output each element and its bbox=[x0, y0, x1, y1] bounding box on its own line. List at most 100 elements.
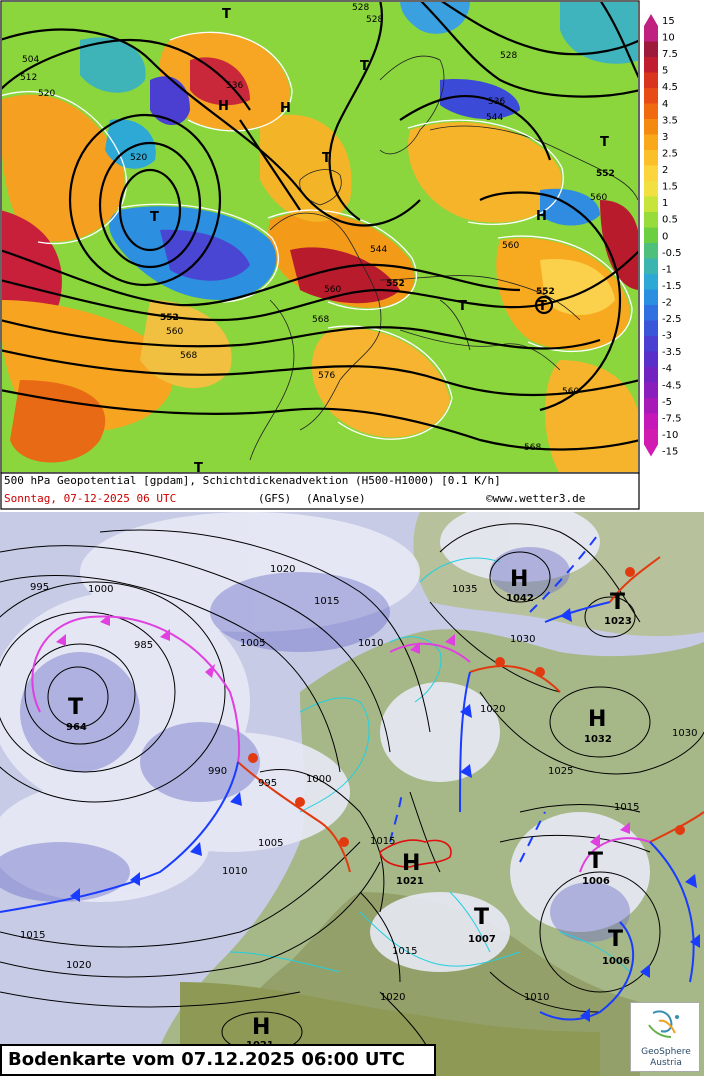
advection-field bbox=[2, 2, 638, 472]
isobar-label: 990 bbox=[208, 766, 227, 777]
svg-text:964: 964 bbox=[66, 722, 87, 733]
legend-swatch bbox=[644, 72, 658, 88]
isobar-label: 1015 bbox=[614, 802, 639, 813]
contour-label: 560 bbox=[324, 285, 341, 295]
low-mark: T bbox=[222, 7, 231, 22]
advection-outlines bbox=[2, 31, 633, 440]
isobars bbox=[0, 523, 704, 1053]
legend-swatch bbox=[644, 227, 658, 243]
svg-text:T: T bbox=[68, 695, 83, 720]
legend-tick-label: 0.5 bbox=[662, 215, 678, 226]
svg-text:T: T bbox=[610, 590, 625, 615]
legend-tick-label: -7.5 bbox=[662, 413, 682, 424]
high-center: H 1021 bbox=[396, 851, 424, 887]
svg-text:T: T bbox=[608, 927, 623, 952]
isobar-label: 1025 bbox=[548, 766, 573, 777]
pressure-marks: T T T T T T T H H H T bbox=[150, 7, 609, 476]
contour-label: 504 bbox=[22, 55, 39, 65]
svg-text:1042: 1042 bbox=[506, 593, 534, 604]
geosphere-logo-icon bbox=[648, 1010, 679, 1038]
legend-tick-label: -1 bbox=[662, 264, 672, 275]
svg-text:H: H bbox=[402, 851, 420, 876]
legend-swatch bbox=[644, 196, 658, 212]
isobar-label: 1030 bbox=[672, 728, 697, 739]
contour-label: 536 bbox=[226, 81, 243, 91]
legend-tick-label: 10 bbox=[662, 33, 675, 44]
legend-tick-label: 4.5 bbox=[662, 82, 678, 93]
low-center: T 1023 bbox=[604, 590, 632, 627]
legend-tick-label: -10 bbox=[662, 430, 678, 441]
svg-text:T: T bbox=[474, 905, 489, 930]
legend-swatch bbox=[644, 103, 658, 119]
cloud-shading bbox=[0, 547, 630, 942]
svg-text:H: H bbox=[588, 707, 606, 732]
legend-swatch bbox=[644, 165, 658, 181]
contour-label: 552 bbox=[386, 279, 405, 289]
legend-tick-label: -3.5 bbox=[662, 347, 682, 358]
legend-swatch bbox=[644, 382, 658, 398]
low-mark: T bbox=[194, 461, 203, 476]
geopotential-contours bbox=[2, 2, 638, 451]
isobar-label: 1005 bbox=[240, 638, 265, 649]
isobar-label: 1030 bbox=[510, 634, 535, 645]
isobar-label: 985 bbox=[134, 640, 153, 651]
legend-swatch bbox=[644, 134, 658, 150]
legend-swatch bbox=[644, 289, 658, 305]
low-center: T 1007 bbox=[468, 905, 496, 945]
contour-label: 568 bbox=[312, 315, 329, 325]
high-center: H 1042 bbox=[506, 567, 534, 604]
svg-text:1006: 1006 bbox=[582, 876, 610, 887]
contour-label: 552 bbox=[596, 169, 615, 179]
legend-swatch bbox=[644, 150, 658, 166]
isobar-label: 1020 bbox=[66, 960, 91, 971]
map-date: Sonntag, 07-12-2025 06 UTC bbox=[4, 492, 177, 505]
map-caption: 500 hPa Geopotential [gpdam], Schichtdic… bbox=[4, 474, 501, 487]
contour-label: 544 bbox=[370, 245, 387, 255]
legend-tick-label: -2 bbox=[662, 297, 672, 308]
isobar-label: 1005 bbox=[258, 838, 283, 849]
low-mark: T bbox=[150, 210, 159, 225]
legend-swatch bbox=[644, 181, 658, 197]
contour-label: 536 bbox=[488, 97, 505, 107]
legend-swatch bbox=[644, 413, 658, 429]
isobar-label: 1010 bbox=[358, 638, 383, 649]
upper-air-map-canvas: 504 512 520 528 528 520 536 528 536 544 … bbox=[0, 0, 704, 512]
isobar-label: 1015 bbox=[20, 930, 45, 941]
low-mark: T bbox=[458, 299, 467, 314]
legend-tick-label: 2.5 bbox=[662, 148, 678, 159]
isobar-label: 1015 bbox=[314, 596, 339, 607]
legend-swatch bbox=[644, 351, 658, 367]
isobar-label: 1010 bbox=[222, 866, 247, 877]
isobar-label: 1000 bbox=[306, 774, 331, 785]
upper-air-map: 504 512 520 528 528 520 536 528 536 544 … bbox=[0, 0, 704, 512]
legend-swatch bbox=[644, 320, 658, 336]
contour-label: 512 bbox=[20, 73, 37, 83]
isobar-label: 995 bbox=[258, 778, 277, 789]
low-mark: T bbox=[322, 151, 331, 166]
contour-label: 560 bbox=[166, 327, 183, 337]
legend-swatch bbox=[644, 41, 658, 57]
legend-tick-label: -5 bbox=[662, 397, 672, 408]
contour-label: 520 bbox=[38, 89, 55, 99]
contour-label: 560 bbox=[562, 387, 579, 397]
isobar-label: 1020 bbox=[270, 564, 295, 575]
isobar-label: 1010 bbox=[524, 992, 549, 1003]
high-mark: H bbox=[218, 99, 229, 114]
austria-outline bbox=[379, 839, 452, 868]
contour-label: 528 bbox=[366, 15, 383, 25]
surface-map-canvas: 995 1000 1020 1015 1005 1010 990 995 100… bbox=[0, 502, 704, 1076]
legend-tick-label: -15 bbox=[662, 447, 678, 458]
svg-text:1023: 1023 bbox=[604, 616, 632, 627]
svg-text:1021: 1021 bbox=[396, 876, 424, 887]
contour-label: 560 bbox=[502, 241, 519, 251]
legend-tick-label: -1.5 bbox=[662, 281, 682, 292]
copyright-link[interactable]: ©www.wetter3.de bbox=[486, 492, 586, 505]
legend-tick-label: -4 bbox=[662, 364, 672, 375]
svg-text:1032: 1032 bbox=[584, 734, 612, 745]
isobar-label: 1015 bbox=[370, 836, 395, 847]
legend-arrow-up bbox=[644, 14, 658, 26]
isobar-label: 1020 bbox=[380, 992, 405, 1003]
contour-label: 568 bbox=[180, 351, 197, 361]
isobar-label: 1000 bbox=[88, 584, 113, 595]
contour-label: 552 bbox=[536, 287, 555, 297]
